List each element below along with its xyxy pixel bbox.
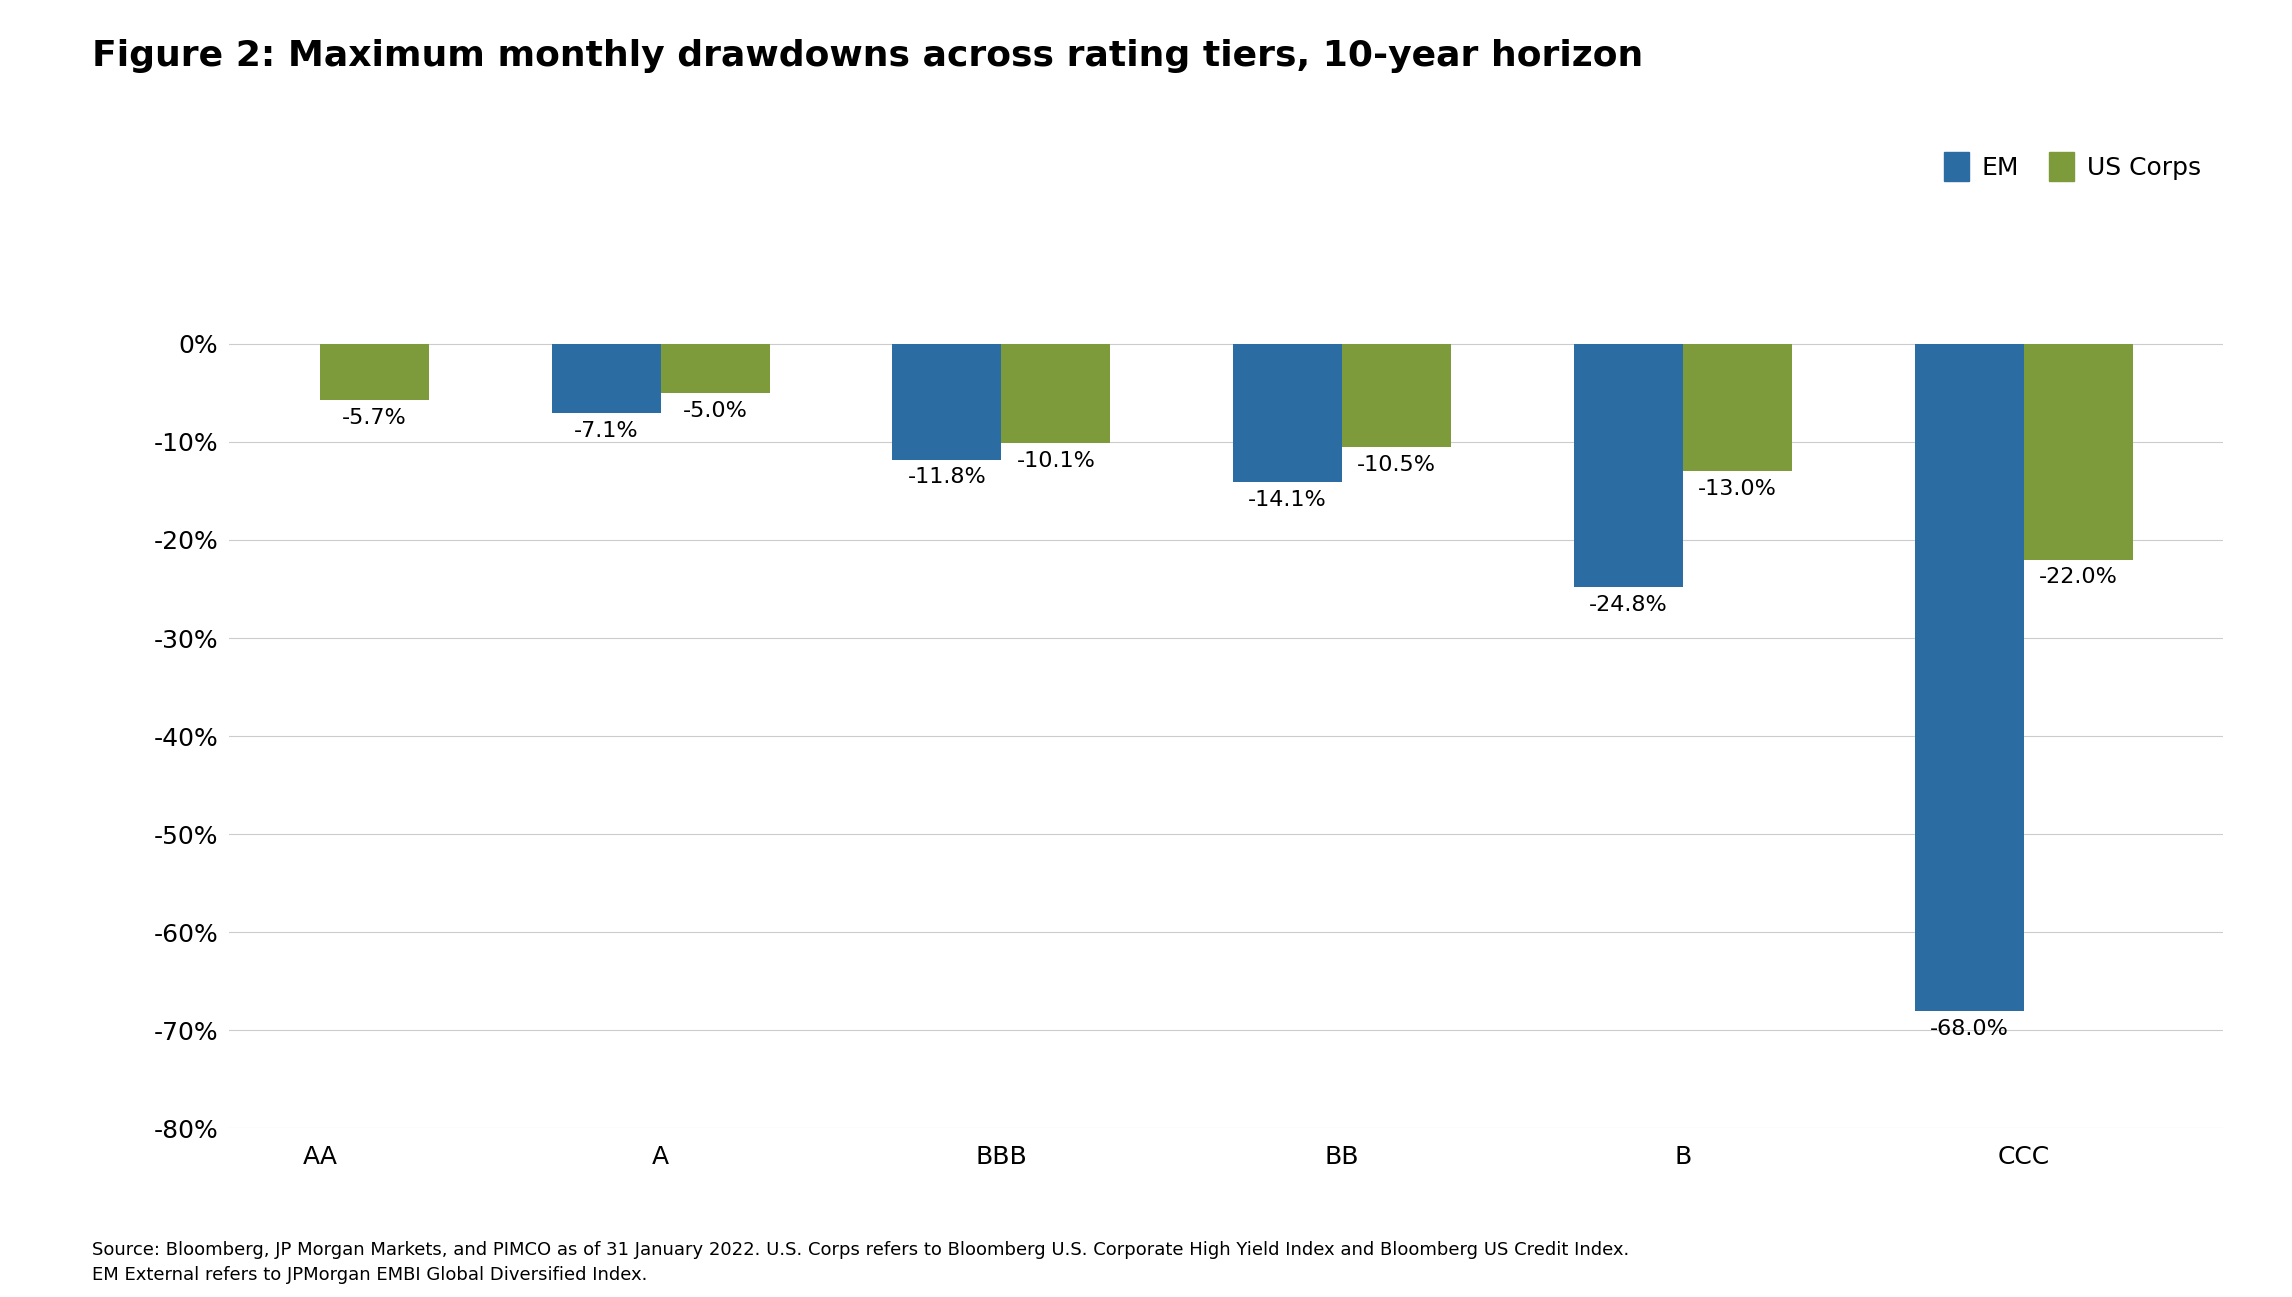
Bar [1343, 344, 1451, 447]
Text: Source: Bloomberg, JP Morgan Markets, and PIMCO as of 31 January 2022. U.S. Corp: Source: Bloomberg, JP Morgan Markets, an… [92, 1241, 1630, 1284]
Text: Figure 2: Maximum monthly drawdowns across rating tiers, 10-year horizon: Figure 2: Maximum monthly drawdowns acro… [92, 39, 1643, 73]
Bar [321, 344, 429, 399]
Bar [660, 344, 770, 393]
Text: -13.0%: -13.0% [1698, 479, 1776, 499]
Bar [1914, 344, 2024, 1010]
Bar [1682, 344, 1792, 471]
Text: -68.0%: -68.0% [1930, 1018, 2008, 1039]
Text: -22.0%: -22.0% [2038, 568, 2118, 588]
Bar [2024, 344, 2132, 559]
Bar [1002, 344, 1109, 442]
Legend: EM, US Corps: EM, US Corps [1934, 143, 2212, 191]
Text: -14.1%: -14.1% [1249, 490, 1327, 510]
Text: -10.1%: -10.1% [1015, 451, 1096, 471]
Text: -24.8%: -24.8% [1588, 595, 1669, 615]
Bar [552, 344, 660, 414]
Text: -10.5%: -10.5% [1357, 455, 1437, 475]
Bar [1233, 344, 1343, 482]
Text: -11.8%: -11.8% [908, 467, 986, 488]
Text: -5.7%: -5.7% [342, 407, 406, 428]
Text: -5.0%: -5.0% [683, 401, 747, 420]
Bar [1575, 344, 1682, 588]
Text: -7.1%: -7.1% [573, 422, 639, 441]
Bar [892, 344, 1002, 459]
